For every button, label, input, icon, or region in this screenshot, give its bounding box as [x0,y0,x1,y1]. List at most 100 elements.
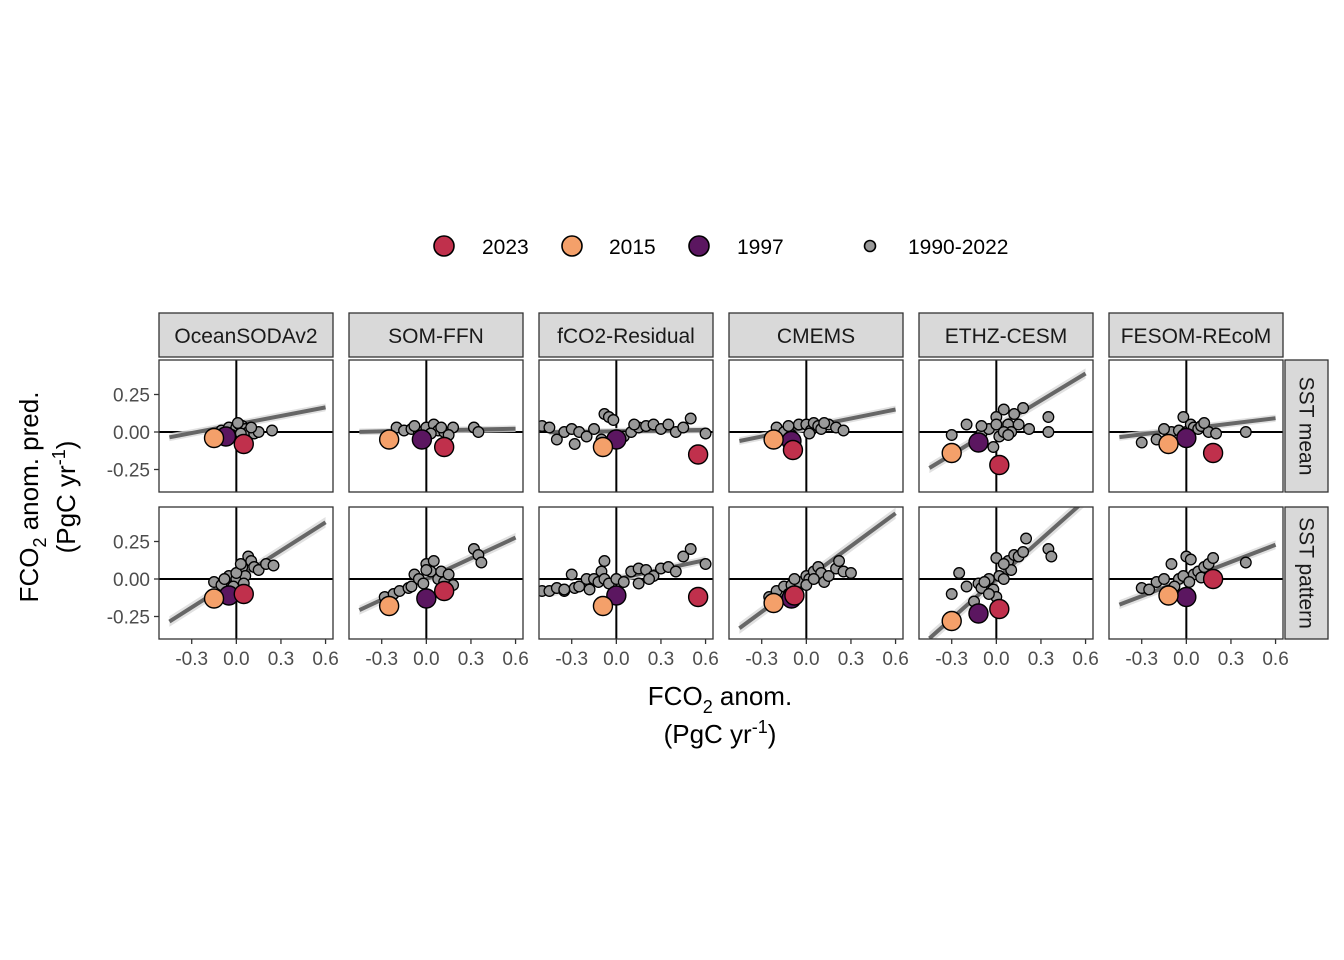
x-tick-label: 0.6 [502,649,528,670]
point-2015 [378,595,400,617]
facet-panels: OceanSODAv2 SOM-FFN fCO2-Residual CMEMS ETHZ… [107,312,1329,670]
point-1990-2022 [558,583,571,596]
strip-OceanSODAv2 [158,312,334,358]
point-1997 [606,585,627,606]
point-1990-2022 [662,418,675,431]
point-2023 [989,598,1010,620]
point-1990-2022 [1017,546,1030,558]
point-1997 [416,588,437,609]
point-1997 [968,432,989,453]
x-axis-title: FCO2 anom. [648,681,792,717]
point-2023 [989,454,1010,476]
panel-fCO2-Residual-SST mean [538,359,714,493]
point-1990-2022 [1184,553,1197,566]
point-1990-2022 [844,567,857,579]
x-tick-label: -0.3 [175,649,208,670]
legend-key-2015 [561,235,583,257]
point-1990-2022 [807,573,820,585]
point-1990-2022 [435,421,448,434]
y-axis-title: FCO2 anom. pred. [14,392,50,603]
legend-key-1990-2022 [863,239,877,253]
point-1990-2022 [568,438,581,450]
panel-content [729,507,903,639]
panel-content [349,360,523,492]
x-tick-label: 0.0 [413,649,439,670]
point-1990-2022 [1207,552,1220,564]
x-tick-label: 0.6 [1072,649,1098,670]
panel-content [1109,507,1283,639]
point-1990-2022 [1020,532,1033,545]
point-1990-2022 [427,555,440,567]
point-1990-2022 [1042,411,1055,423]
panel-border [1108,359,1284,493]
point-2015 [378,429,400,450]
y-axis-title-units: (PgC yr-1) [49,441,81,554]
point-1990-2022 [982,588,995,600]
point-2023 [687,444,709,465]
x-tick-label: -0.3 [1125,649,1158,670]
point-2023 [233,583,254,605]
panel-content [919,360,1093,492]
panel-border [918,359,1094,493]
y-tick-label: 0.25 [113,386,150,407]
legend: 2023 2015 1997 1990-2022 [433,235,1008,259]
x-tick-label: 0.3 [1218,649,1244,670]
panel-border [158,506,334,640]
legend-label-1990-2022: 1990-2022 [908,236,1008,259]
panel-content [159,507,333,639]
x-tick-label: 0.0 [223,649,249,670]
panel-OceanSODAv2-SST mean: -0.25 0.00 0.25 [107,359,334,493]
strip-SOM-FFN [348,312,524,358]
panel-FESOM-REcoM-SST mean [1108,359,1284,493]
point-2015 [763,592,784,614]
x-tick-label: 0.6 [692,649,718,670]
strip-label-CMEMS: CMEMS [777,325,855,348]
point-1990-2022 [420,564,433,576]
point-1990-2022 [628,418,641,431]
point-2015 [203,427,225,449]
point-1990-2022 [990,418,1003,431]
point-1990-2022 [267,559,280,572]
legend-label-2023: 2023 [482,236,529,259]
strip-label-SOM-FFN: SOM-FFN [388,325,484,348]
strip-FESOM-REcoM [1108,312,1284,358]
point-1997 [411,429,433,450]
point-2023 [1202,442,1224,464]
point-1990-2022 [442,568,455,581]
y-axis-title-group: FCO2 anom. pred. (PgC yr-1) [14,392,81,603]
point-2023 [433,580,455,602]
point-1990-2022 [788,573,801,585]
point-1990-2022 [782,420,795,432]
point-1990-2022 [588,423,600,435]
legend-key-1997 [688,235,710,257]
point-1990-2022 [684,412,697,425]
point-1990-2022 [699,427,712,440]
x-tick-label: -0.3 [555,649,588,670]
point-1990-2022 [583,583,596,596]
panel-FESOM-REcoM-SST pattern: -0.3 0.0 0.3 0.6 [1108,506,1289,670]
point-1990-2022 [408,420,421,432]
strip-CMEMS [728,312,904,358]
point-1990-2022 [975,420,988,432]
row-strip-label-SST mean: SST mean [1295,377,1318,476]
point-2023 [782,439,804,461]
x-axis-title-units: (PgC yr-1) [664,717,777,749]
x-tick-label: 0.0 [1173,649,1199,670]
point-1990-2022 [1198,417,1211,429]
x-tick-label: 0.3 [458,649,484,670]
x-tick-label: 0.3 [1028,649,1054,670]
panel-border [728,359,904,493]
legend-label-1997: 1997 [737,236,784,259]
panel-border [158,359,334,493]
x-tick-label: 0.0 [983,649,1009,670]
legend-key-2023 [433,235,455,257]
x-tick-label: -0.3 [745,649,778,670]
point-1990-2022 [475,556,488,569]
point-1990-2022 [417,577,430,590]
point-2015 [1158,585,1179,606]
panel-OceanSODAv2-SST pattern: -0.25 0.00 0.25 -0.3 0.0 0.3 0.6 [107,506,339,670]
x-tick-label: 0.6 [882,649,908,670]
point-1990-2022 [1165,558,1178,570]
point-1990-2022 [960,418,973,431]
point-1990-2022 [837,424,850,437]
